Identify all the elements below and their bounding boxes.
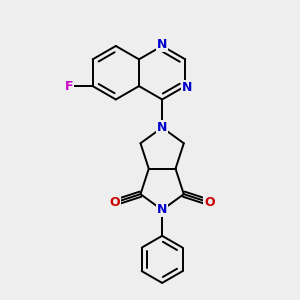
Text: F: F — [65, 80, 74, 93]
Text: N: N — [182, 81, 192, 94]
Text: N: N — [157, 38, 167, 51]
Text: O: O — [110, 196, 120, 209]
Text: N: N — [157, 203, 167, 216]
Text: N: N — [157, 121, 167, 134]
Text: O: O — [204, 196, 214, 209]
